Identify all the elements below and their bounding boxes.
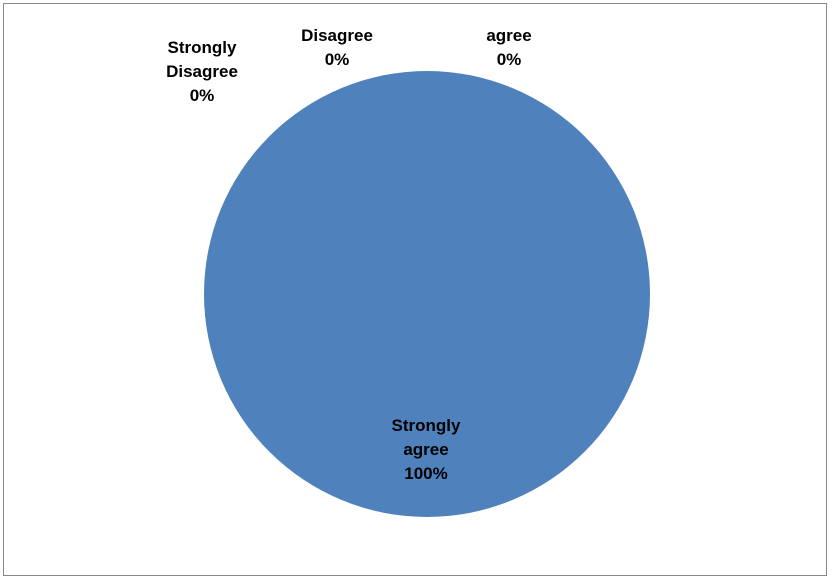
- label-strongly-agree-line1: Strongly: [391, 416, 461, 435]
- pie-chart: [204, 71, 650, 517]
- label-strongly-disagree-line1: Strongly: [167, 38, 237, 57]
- data-label-strongly-disagree: Strongly Disagree 0%: [142, 36, 262, 108]
- label-strongly-disagree-percent: 0%: [189, 86, 215, 105]
- data-label-agree: agree 0%: [464, 24, 554, 72]
- label-agree-percent: 0%: [496, 50, 522, 69]
- label-disagree-percent: 0%: [324, 50, 350, 69]
- label-strongly-agree-percent: 100%: [404, 464, 448, 483]
- pie-slice-strongly-agree: [204, 71, 650, 517]
- data-label-strongly-agree: Strongly agree 100%: [366, 414, 486, 486]
- label-agree-line1: agree: [486, 26, 532, 45]
- chart-area: Strongly Disagree 0% Disagree 0% agree 0…: [3, 3, 827, 576]
- label-strongly-disagree-line2: Disagree: [166, 62, 238, 81]
- data-label-disagree: Disagree 0%: [282, 24, 392, 72]
- label-disagree-line1: Disagree: [301, 26, 373, 45]
- label-strongly-agree-line2: agree: [403, 440, 449, 459]
